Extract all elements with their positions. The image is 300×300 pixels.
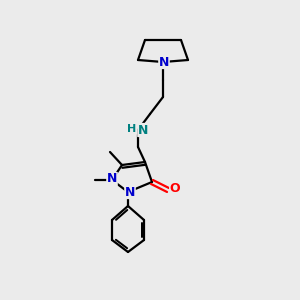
Text: N: N: [125, 185, 135, 199]
Text: O: O: [170, 182, 180, 196]
Text: N: N: [107, 172, 117, 185]
Text: N: N: [159, 56, 169, 68]
Text: N: N: [138, 124, 148, 136]
Text: H: H: [128, 124, 136, 134]
